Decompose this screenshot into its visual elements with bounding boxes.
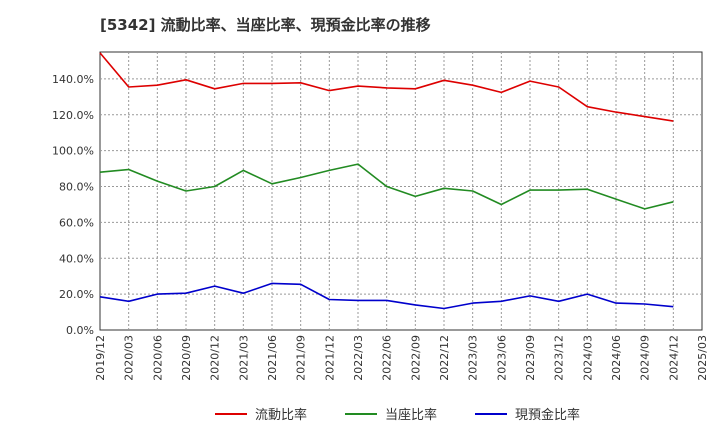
x-tick-label: 2020/12 xyxy=(209,335,222,381)
x-tick-label: 2019/12 xyxy=(94,335,107,381)
x-tick-label: 2021/12 xyxy=(323,335,336,381)
x-tick-label: 2023/12 xyxy=(553,335,566,381)
series-line-2 xyxy=(99,163,674,210)
y-tick-label: 40.0% xyxy=(59,252,94,265)
axes: 0.0% 20.0% 40.0% 60.0% 80.0% 100.0% 120.0% 140.… xyxy=(52,73,709,381)
grid xyxy=(100,52,702,330)
x-tick-label: 2020/06 xyxy=(151,335,164,381)
legend-label-1: 流動比率 xyxy=(255,407,307,423)
y-tick-label: 0.0% xyxy=(66,324,94,337)
y-tick-label: 60.0% xyxy=(59,216,94,229)
x-tick-label: 2022/06 xyxy=(381,335,394,381)
x-tick-label: 2023/03 xyxy=(467,335,480,381)
legend: 流動比率 当座比率 現預金比率 xyxy=(215,407,580,423)
x-tick-label: 2022/12 xyxy=(438,335,451,381)
x-tick-label: 2021/06 xyxy=(266,335,279,381)
x-tick-label: 2020/09 xyxy=(180,335,193,381)
x-tick-label: 2024/09 xyxy=(639,335,652,381)
chart-title: [5342] 流動比率、当座比率、現預金比率の推移 xyxy=(100,16,431,34)
series-line-3 xyxy=(99,282,674,310)
x-tick-label: 2024/03 xyxy=(581,335,594,381)
y-tick-label: 120.0% xyxy=(52,109,94,122)
x-tick-label: 2023/09 xyxy=(524,335,537,381)
x-tick-label: 2024/12 xyxy=(667,335,680,381)
y-tick-label: 140.0% xyxy=(52,73,94,86)
y-tick-label: 80.0% xyxy=(59,181,94,194)
legend-label-3: 現預金比率 xyxy=(515,407,580,423)
y-tick-label: 100.0% xyxy=(52,145,94,158)
series-lines xyxy=(99,52,674,310)
x-tick-label: 2022/09 xyxy=(409,335,422,381)
legend-label-2: 当座比率 xyxy=(385,407,437,423)
y-tick-label: 20.0% xyxy=(59,288,94,301)
x-tick-label: 2021/09 xyxy=(295,335,308,381)
series-line-1 xyxy=(99,52,674,122)
x-tick-label: 2023/06 xyxy=(495,335,508,381)
x-tick-label: 2022/03 xyxy=(352,335,365,381)
x-tick-label: 2020/03 xyxy=(123,335,136,381)
x-tick-label: 2025/03 xyxy=(696,335,709,381)
x-tick-label: 2024/06 xyxy=(610,335,623,381)
x-tick-label: 2021/03 xyxy=(237,335,250,381)
